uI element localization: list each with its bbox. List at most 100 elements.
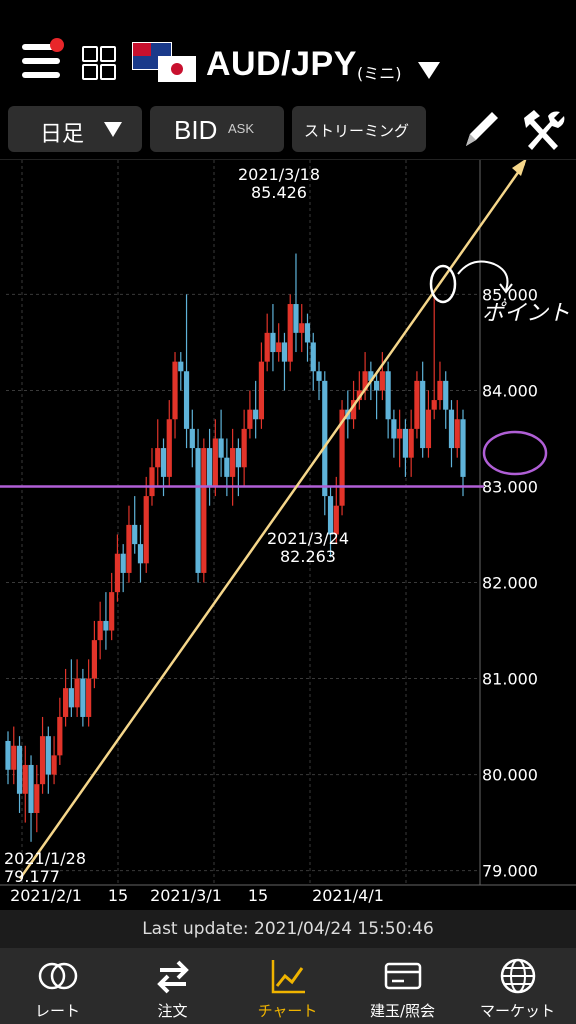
x-tick-label: 15 bbox=[108, 886, 128, 905]
candle-up bbox=[437, 380, 443, 401]
nav-market[interactable]: マーケット bbox=[460, 948, 575, 1024]
candle-up bbox=[86, 678, 92, 717]
bid-label: BID bbox=[174, 115, 218, 145]
candle-up bbox=[172, 361, 178, 420]
candle-up bbox=[149, 467, 155, 497]
candle-down bbox=[189, 428, 195, 449]
toolbar-divider bbox=[0, 159, 576, 160]
last-update-label: Last update: bbox=[142, 919, 249, 939]
point-arrow bbox=[457, 260, 509, 291]
candle-up bbox=[230, 448, 236, 477]
chart-icon bbox=[271, 960, 305, 994]
candle-up bbox=[109, 592, 115, 631]
candle-down bbox=[327, 496, 334, 535]
candle-up bbox=[287, 304, 293, 362]
y-tick-label: 83.000 bbox=[482, 477, 538, 496]
candle-up bbox=[414, 380, 420, 429]
candle-down bbox=[310, 342, 316, 372]
nav-position-label: 建玉/照会 bbox=[369, 1002, 436, 1020]
candle-up bbox=[97, 620, 103, 641]
candle-up bbox=[34, 784, 40, 813]
pencil-icon[interactable] bbox=[458, 106, 504, 152]
candle-up bbox=[39, 736, 46, 785]
price-83-circle bbox=[482, 430, 548, 476]
candle-up bbox=[11, 745, 17, 770]
notification-dot bbox=[50, 38, 64, 52]
y-tick-label: 79.000 bbox=[482, 862, 538, 881]
candle-down bbox=[443, 380, 449, 410]
candle-down bbox=[281, 342, 288, 362]
candle-down bbox=[137, 544, 144, 564]
y-axis-labels: 85.000 84.000 83.000 82.000 81.000 80.000 79.0… bbox=[482, 285, 538, 880]
tools-icon[interactable] bbox=[518, 106, 568, 152]
app-header: AUD/JPY (ミニ) bbox=[0, 0, 576, 100]
pair-suffix: (ミニ) bbox=[357, 64, 402, 83]
candle-up bbox=[258, 361, 265, 420]
x-tick-label: 2021/2/1 bbox=[10, 886, 82, 905]
candle-up bbox=[362, 371, 368, 391]
y-tick-label: 80.000 bbox=[482, 766, 538, 785]
candle-up bbox=[22, 764, 28, 794]
candle-up bbox=[241, 428, 247, 468]
candle-up bbox=[454, 419, 460, 449]
candle-down bbox=[45, 736, 51, 775]
pair-dropdown-icon[interactable] bbox=[418, 62, 440, 79]
point-note: ポイント bbox=[482, 301, 570, 326]
bottom-nav: レート 注文 チャート 建玉/照会 マーケット bbox=[0, 948, 576, 1024]
candle-down bbox=[235, 448, 241, 468]
candle-down bbox=[160, 448, 167, 477]
candle-up bbox=[212, 438, 218, 487]
candle-up bbox=[51, 755, 57, 775]
candles bbox=[5, 253, 466, 842]
x-tick-label: 2021/3/1 bbox=[150, 886, 222, 905]
price-chart[interactable]: ポイント 2021/3/1885.4262021/3/2482.2632021/… bbox=[0, 160, 576, 910]
y-tick-label: 81.000 bbox=[482, 670, 538, 689]
candle-down bbox=[448, 409, 455, 449]
candle-down bbox=[304, 323, 311, 343]
candle-down bbox=[420, 380, 426, 449]
candle-up bbox=[431, 400, 437, 410]
currency-pair-title[interactable]: AUD/JPY bbox=[206, 45, 357, 83]
bid-ask-toggle[interactable]: BID ASK bbox=[150, 106, 284, 152]
nav-rate-label: レート bbox=[34, 1002, 80, 1020]
y-tick-label: 82.000 bbox=[482, 574, 538, 593]
candle-down bbox=[80, 678, 86, 717]
candle-down bbox=[374, 380, 380, 391]
candle-up bbox=[62, 688, 69, 717]
candle-up bbox=[126, 524, 132, 573]
nav-order[interactable]: 注文 bbox=[115, 948, 230, 1024]
candle-down bbox=[218, 438, 224, 458]
market-icon bbox=[500, 958, 536, 994]
candle-up bbox=[166, 419, 172, 477]
candle-down bbox=[103, 620, 109, 631]
menu-icon[interactable] bbox=[22, 38, 64, 84]
annotation-high-value: 85.426 bbox=[251, 183, 307, 202]
candle-down bbox=[385, 371, 391, 420]
grid-icon[interactable] bbox=[82, 46, 116, 80]
trendline[interactable] bbox=[18, 163, 526, 880]
candle-down bbox=[253, 409, 259, 420]
candle-down bbox=[183, 371, 190, 429]
candle-down bbox=[5, 740, 11, 770]
position-icon bbox=[384, 962, 422, 990]
candle-down bbox=[28, 764, 34, 813]
candle-up bbox=[333, 505, 339, 535]
candle-down bbox=[293, 304, 299, 333]
nav-order-label: 注文 bbox=[157, 1002, 188, 1020]
candle-up bbox=[57, 716, 63, 756]
nav-chart-label: チャート bbox=[257, 1002, 318, 1020]
streaming-label: ストリーミング bbox=[304, 122, 410, 140]
nav-chart[interactable]: チャート bbox=[230, 948, 345, 1024]
y-tick-label: 84.000 bbox=[482, 381, 538, 400]
y-tick-label: 85.000 bbox=[482, 285, 538, 304]
timeframe-dropdown-icon bbox=[104, 122, 122, 137]
nav-position[interactable]: 建玉/照会 bbox=[345, 948, 460, 1024]
timeframe-button[interactable]: 日足 bbox=[8, 106, 142, 152]
streaming-button[interactable]: ストリーミング bbox=[292, 106, 426, 152]
nav-rate[interactable]: レート bbox=[0, 948, 115, 1024]
candle-down bbox=[402, 428, 409, 458]
candle-up bbox=[350, 400, 357, 420]
candle-up bbox=[247, 409, 253, 429]
candle-down bbox=[206, 448, 213, 487]
